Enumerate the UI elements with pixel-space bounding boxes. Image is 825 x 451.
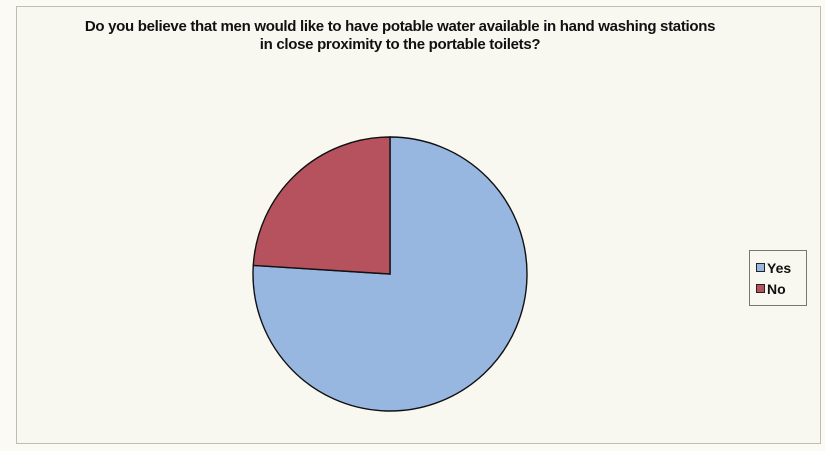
legend-item-yes: Yes [756, 257, 806, 278]
chart-title: Do you believe that men would like to ha… [84, 18, 716, 53]
pie-slice-no [252, 136, 391, 275]
legend-label-yes: Yes [767, 259, 792, 276]
legend-swatch-yes [756, 263, 765, 272]
legend-swatch-no [756, 284, 765, 293]
legend-label-no: No [767, 280, 786, 297]
legend: Yes No [749, 250, 807, 306]
pie-slice-yes [252, 136, 528, 412]
legend-item-no: No [756, 278, 806, 299]
